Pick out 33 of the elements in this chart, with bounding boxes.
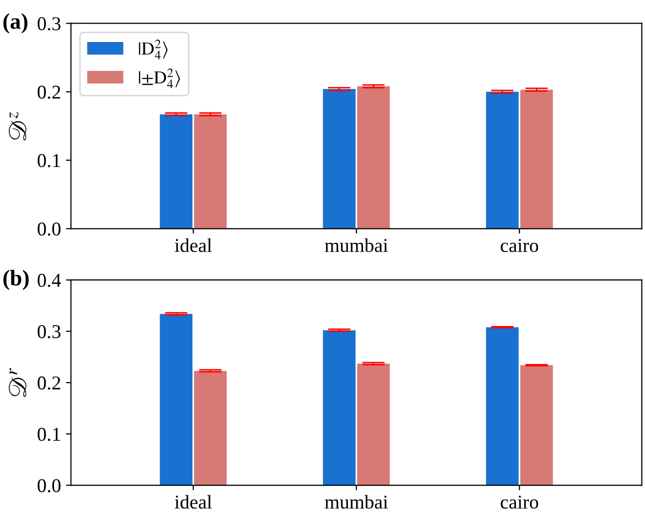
legend-label: |±D$^{2}$$_{4}$⟩ — [138, 68, 180, 88]
bar — [194, 370, 227, 486]
y-tick-label: 0.1 — [38, 428, 60, 441]
y-tick-label: 0.3 — [38, 325, 60, 338]
x-tick-label: mumbai — [324, 238, 388, 252]
x-tick-label: cairo — [500, 496, 538, 509]
bar — [322, 89, 356, 229]
y-tick-label: 0.2 — [38, 86, 60, 99]
y-tick-label: 0.3 — [38, 17, 60, 30]
y-tick-label: 0.0 — [38, 479, 60, 492]
bar — [486, 327, 519, 486]
y-tick-label: 0.1 — [38, 154, 60, 168]
y-axis-title: 𝒟$^{z}$ — [8, 112, 26, 140]
x-tick-label: ideal — [174, 494, 212, 509]
y-tick-label: 0.2 — [38, 376, 60, 390]
y-tick-label: 0.4 — [38, 274, 61, 287]
x-tick-label: ideal — [174, 238, 212, 252]
x-tick-label: cairo — [500, 238, 538, 252]
legend-label: |D$^{2}$$_{4}$⟩ — [138, 40, 168, 60]
y-tick-label: 0.0 — [38, 222, 60, 236]
bar — [322, 330, 356, 486]
bar — [194, 114, 227, 229]
bar — [357, 364, 390, 486]
chart-title: (a) — [3, 13, 28, 34]
bar — [160, 114, 192, 229]
bar — [520, 365, 553, 486]
bar — [486, 92, 519, 229]
chart-title: (b) — [3, 270, 29, 290]
x-tick-label: mumbai — [324, 494, 388, 509]
bar — [520, 90, 553, 229]
bar — [160, 314, 192, 486]
bar — [357, 86, 390, 229]
y-axis-title: 𝒟$^{r}$ — [8, 368, 26, 397]
